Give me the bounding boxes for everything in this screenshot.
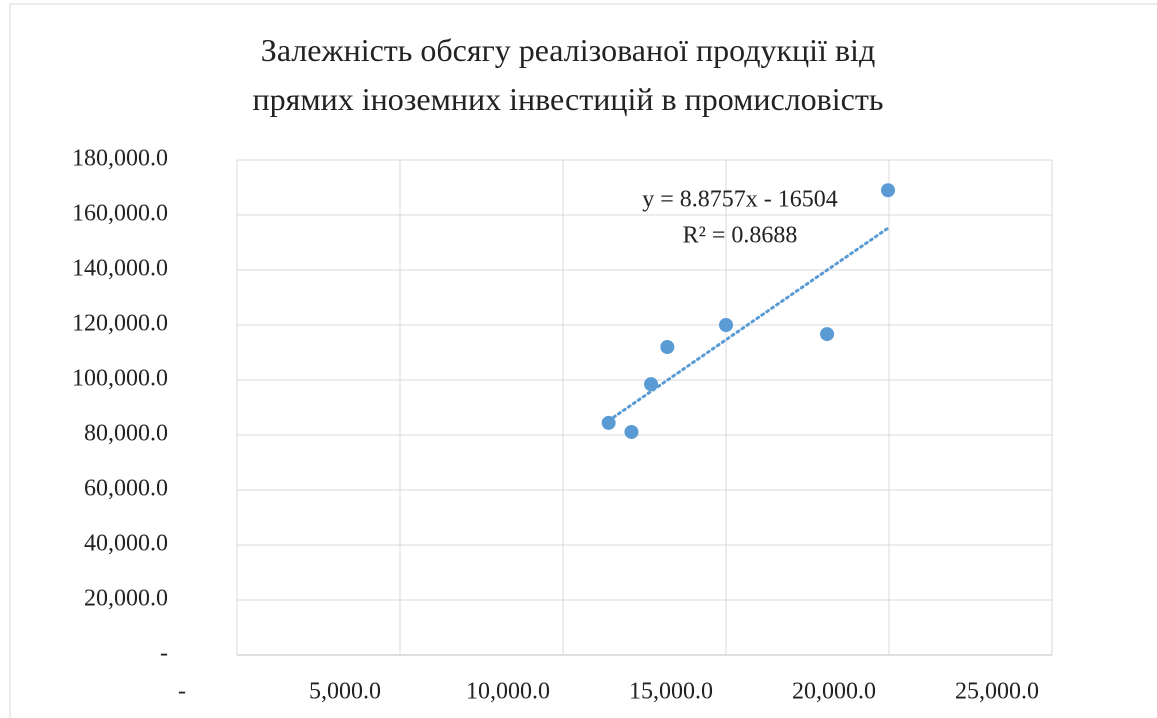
y-tick-label: 20,000.0 xyxy=(84,586,168,612)
x-tick-label: 25,000.0 xyxy=(955,679,1039,705)
trendline-r-squared: R² = 0.8688 xyxy=(683,223,798,249)
chart-border xyxy=(9,3,1157,718)
x-tick-label: 20,000.0 xyxy=(792,679,876,705)
y-tick-label: 60,000.0 xyxy=(84,476,168,502)
x-tick-label: 15,000.0 xyxy=(629,679,713,705)
y-tick-label: 40,000.0 xyxy=(84,531,168,557)
point xyxy=(820,327,835,342)
y-tick-label: 180,000.0 xyxy=(72,146,168,172)
point xyxy=(660,340,675,354)
y-tick-label: 120,000.0 xyxy=(72,311,168,337)
point xyxy=(719,318,733,332)
x-tick-label: - xyxy=(178,679,186,705)
y-tick-label: 80,000.0 xyxy=(84,421,168,447)
y-tick-label: 100,000.0 xyxy=(72,366,168,392)
point xyxy=(644,377,659,392)
y-tick-label: 140,000.0 xyxy=(72,256,168,282)
y-tick-label: 160,000.0 xyxy=(72,201,168,227)
point xyxy=(601,415,616,430)
point xyxy=(624,424,639,439)
trendline-equation: y = 8.8757x - 16504 xyxy=(642,187,838,213)
trendline xyxy=(607,226,890,423)
chart-title: Залежність обсягу реалізованої продукції… xyxy=(252,32,884,117)
x-tick-label: 10,000.0 xyxy=(466,679,550,705)
y-tick-label: - xyxy=(160,641,168,667)
x-tick-label: 5,000.0 xyxy=(309,679,381,705)
point xyxy=(881,183,896,198)
